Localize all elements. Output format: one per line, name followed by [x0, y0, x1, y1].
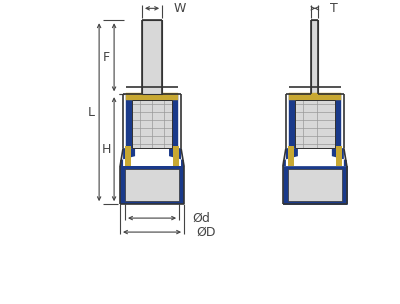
Polygon shape [120, 148, 135, 166]
Bar [172, 94, 178, 148]
Text: W: W [174, 2, 186, 15]
Text: T: T [330, 2, 338, 15]
Text: H: H [102, 143, 111, 156]
Polygon shape [336, 146, 342, 166]
Text: ØD: ØD [196, 226, 216, 239]
Polygon shape [283, 148, 298, 166]
Bar [288, 169, 342, 201]
Bar [126, 93, 178, 100]
Bar [126, 94, 132, 148]
Text: L: L [88, 106, 95, 119]
Bar [289, 94, 295, 148]
Text: F: F [102, 51, 110, 64]
Bar [311, 20, 318, 94]
Polygon shape [288, 146, 294, 166]
Polygon shape [120, 166, 184, 204]
Polygon shape [169, 148, 184, 166]
Bar [132, 100, 172, 148]
Bar [142, 20, 162, 94]
Bar [125, 169, 179, 201]
Bar [283, 166, 347, 204]
Bar [295, 100, 335, 148]
Polygon shape [173, 146, 179, 166]
Polygon shape [125, 146, 131, 166]
Text: Ød: Ød [192, 212, 210, 225]
Bar [289, 93, 341, 100]
Polygon shape [332, 148, 347, 166]
Bar [335, 94, 341, 148]
